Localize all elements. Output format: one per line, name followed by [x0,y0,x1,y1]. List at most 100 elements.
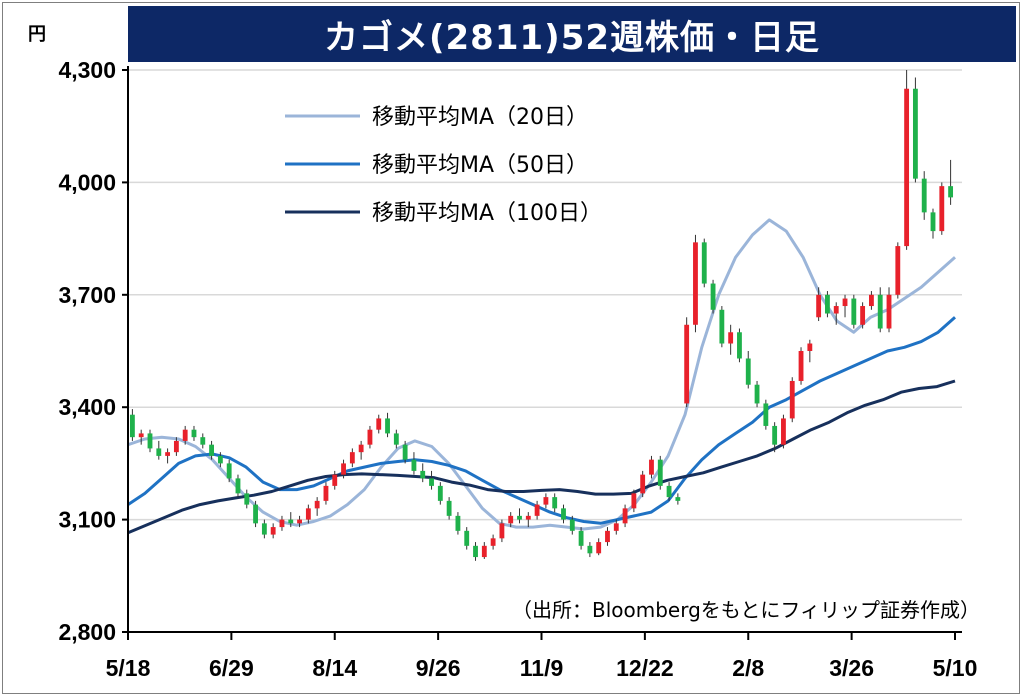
candle-body [349,452,355,464]
candle-body [464,530,470,546]
candle-body [411,459,417,471]
candle-body [939,186,945,232]
x-tick-label: 6/29 [209,655,254,681]
candle-body [182,429,188,441]
candle-body [798,351,804,381]
ma-line-2 [127,379,956,535]
candle-body [772,425,778,445]
candle-body [737,332,742,359]
candle-body [499,523,505,539]
candle-body [851,298,857,325]
candle-body [437,485,443,501]
candle-body [226,463,232,479]
candle-body [569,519,575,531]
candle-body [367,429,373,445]
candle-body [842,298,848,307]
candle-body [833,306,839,314]
candle-body [930,212,936,232]
candle-body [860,306,866,325]
candle-body [235,478,241,494]
moving-average-lines [127,218,956,535]
x-tick-label: 2/8 [732,655,764,681]
candle-body [481,545,487,558]
candle-body [323,485,329,501]
candle-body [701,242,707,284]
candle-body [138,433,144,438]
candle-body [912,88,918,179]
candle-body [525,515,531,520]
candle-body [393,433,399,445]
candle-body [657,459,663,486]
candle-body [314,500,320,509]
axes: 2,800 3,100 3,400 3,700 4,000 4,300 5/18 6/29 8/… [58,57,977,681]
y-tick-label: 3,400 [58,394,116,420]
candle-body [341,463,346,475]
candle-body [297,519,302,524]
candle-body [270,527,276,535]
x-tick-label: 11/9 [520,655,564,681]
candle-body [191,429,197,438]
candle-body [675,497,681,501]
candle-body [869,294,874,307]
candle-body [490,538,496,546]
candle-body [358,444,364,453]
candle-body [473,545,478,558]
candles [129,70,954,561]
candle-body [534,504,540,516]
candle-body [825,294,830,314]
candle-body [173,440,179,453]
candle-body [288,519,294,524]
candle-body [754,384,760,404]
legend-label: 移動平均MA（100日） [372,201,602,226]
legend-label: 移動平均MA（50日） [372,153,588,178]
candle-body [376,418,382,430]
candle-body [385,418,390,434]
candle-body [631,493,637,509]
candle-body [446,500,452,516]
y-tick-label: 3,700 [58,282,116,308]
candle-body [561,508,566,520]
x-tick-label: 9/26 [416,655,461,681]
candle-body [420,470,426,479]
candle-body [816,294,822,318]
candle-body [728,332,734,344]
candle-body [666,485,672,498]
candle-body [147,433,153,449]
candle-body [596,542,602,554]
candle-body [209,444,214,456]
candle-body [543,497,549,505]
candle-body [895,246,901,295]
y-axis-unit: 円 [28,24,46,45]
candle-body [605,530,610,543]
candle-body [508,515,514,524]
candle-body [710,283,716,310]
grid-layer [128,69,962,521]
y-tick-label: 2,800 [58,619,116,645]
y-tick-label: 4,300 [58,57,116,83]
y-tick-label: 4,000 [58,169,116,195]
candle-body [578,530,584,546]
candle-body [807,343,813,351]
candle-body [244,493,250,505]
candle-body [279,519,285,528]
x-tick-label: 3/26 [829,655,874,681]
candle-body [745,358,751,385]
candle-body [693,242,698,325]
candle-body [921,178,927,213]
candle-body [156,448,162,456]
candle-body [200,437,206,445]
candle-body [402,444,408,460]
candle-body [455,515,461,531]
candle-body [886,294,892,329]
candle-body [332,474,338,486]
y-tick-label: 3,100 [58,507,116,533]
candle-body [517,515,522,520]
candle-body [253,504,258,524]
x-tick-label: 12/22 [616,655,674,681]
candle-body [877,294,883,329]
candle-body [129,414,135,438]
ma-line-0 [127,218,956,531]
legend: 移動平均MA（20日） 移動平均MA（50日） 移動平均MA（100日） [285,105,602,226]
